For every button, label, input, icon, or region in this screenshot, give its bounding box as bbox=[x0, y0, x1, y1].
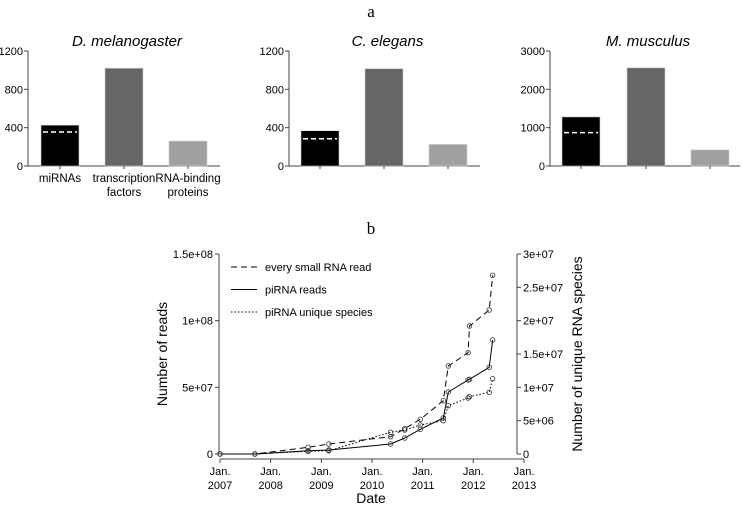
y-tick-label: 0 bbox=[278, 161, 284, 173]
y-tick-label: 1200 bbox=[0, 46, 23, 58]
y-tick-label: 0 bbox=[17, 161, 23, 173]
series-line-dotted bbox=[220, 378, 494, 455]
chart-title: D. melanogaster bbox=[72, 33, 183, 50]
category-label: RNA-binding bbox=[155, 173, 220, 185]
data-point bbox=[387, 429, 394, 436]
data-point bbox=[440, 397, 446, 404]
legend-label: piRNA unique species bbox=[265, 307, 373, 319]
bar-mirnas bbox=[300, 130, 340, 167]
data-point bbox=[486, 307, 492, 313]
bar-rna-binding-proteins bbox=[168, 140, 208, 167]
y-tick-label-right: 2.5e+07 bbox=[523, 282, 563, 294]
y-tick-label: 400 bbox=[266, 123, 284, 135]
data-point bbox=[217, 451, 223, 457]
y-tick-label: 400 bbox=[5, 123, 23, 135]
data-point bbox=[489, 375, 496, 382]
data-point bbox=[466, 323, 473, 329]
bar-rna-binding-proteins bbox=[690, 149, 730, 167]
data-point bbox=[326, 441, 332, 447]
x-axis-label: Date bbox=[356, 490, 386, 506]
x-tick-label: 2009 bbox=[309, 480, 333, 492]
data-point bbox=[402, 427, 408, 433]
y-tick-label: 0 bbox=[539, 161, 545, 173]
data-point bbox=[440, 417, 446, 424]
y-tick-label: 800 bbox=[266, 84, 284, 96]
x-tick-label: Jan. bbox=[362, 466, 383, 478]
data-point bbox=[417, 416, 423, 423]
data-point bbox=[305, 448, 311, 455]
series-line-dashed bbox=[220, 275, 494, 455]
data-point bbox=[466, 376, 473, 383]
y-tick-label-right: 5e+06 bbox=[523, 416, 554, 428]
x-tick-label: Jan. bbox=[210, 466, 231, 478]
y-tick-label-left: 1e+08 bbox=[182, 316, 213, 328]
y-tick-label: 1000 bbox=[521, 123, 545, 135]
panel-label-a: a bbox=[367, 2, 375, 21]
data-point bbox=[305, 444, 311, 451]
x-tick-label: 2008 bbox=[258, 480, 282, 492]
x-tick-label: 2013 bbox=[512, 480, 536, 492]
data-point bbox=[489, 272, 496, 279]
data-point bbox=[252, 451, 258, 457]
y-tick-label-left: 0 bbox=[207, 449, 213, 461]
y-tick-label: 800 bbox=[5, 84, 23, 96]
data-point bbox=[445, 363, 451, 369]
y-axis-label-right: Number of unique RNA species bbox=[569, 256, 585, 451]
series-line-solid bbox=[220, 339, 494, 455]
category-label: proteins bbox=[168, 187, 209, 199]
line-chart-reads: 0 5e+07 1e+08 1.5e+08 0 5e+06 1e+07 1.5e+07 2e+0… bbox=[154, 249, 585, 506]
data-point bbox=[402, 435, 408, 441]
data-point bbox=[445, 402, 451, 409]
bar-transcription-factors bbox=[364, 68, 404, 167]
x-tick-label: Jan. bbox=[311, 466, 332, 478]
data-point bbox=[387, 441, 394, 447]
y-tick-label: 3000 bbox=[521, 46, 545, 58]
x-tick-label: 2011 bbox=[411, 480, 435, 492]
category-label: miRNAs bbox=[39, 173, 81, 185]
bar-chart-d-melanogaster: D. melanogaster 0 400 800 1200 miRNAs transcri… bbox=[0, 33, 221, 199]
legend-label: piRNA reads bbox=[265, 285, 327, 297]
y-tick-label: 1200 bbox=[260, 46, 284, 58]
y-axis-label-left: Number of reads bbox=[154, 302, 170, 406]
bar-rna-binding-proteins bbox=[428, 144, 468, 167]
x-tick-label: 2010 bbox=[360, 480, 384, 492]
data-point bbox=[486, 364, 492, 371]
x-tick-label: Jan. bbox=[514, 466, 535, 478]
y-tick-label-left: 5e+07 bbox=[182, 382, 213, 394]
y-tick-label-right: 3e+07 bbox=[523, 249, 554, 261]
data-point bbox=[489, 337, 496, 343]
y-tick-label-right: 2e+07 bbox=[523, 316, 554, 328]
data-point bbox=[445, 389, 451, 395]
data-point bbox=[465, 395, 471, 401]
y-tick-label: 2000 bbox=[521, 84, 545, 96]
x-tick-label: 2012 bbox=[461, 480, 485, 492]
chart-title: C. elegans bbox=[352, 33, 424, 50]
bar-chart-m-musculus: M. musculus 0 1000 2000 3000 bbox=[521, 33, 740, 173]
y-tick-label-right: 1.5e+07 bbox=[523, 349, 563, 361]
x-tick-label: 2007 bbox=[208, 480, 232, 492]
data-point bbox=[326, 447, 332, 454]
data-point bbox=[466, 393, 473, 400]
bar-chart-c-elegans: C. elegans 0 400 800 1200 bbox=[260, 33, 480, 173]
x-tick-label: Jan. bbox=[260, 466, 281, 478]
bar-transcription-factors bbox=[626, 67, 666, 167]
x-tick-label: Jan. bbox=[463, 466, 484, 478]
legend-label: every small RNA read bbox=[265, 262, 371, 274]
category-label: factors bbox=[107, 187, 142, 199]
bar-mirnas bbox=[561, 116, 601, 167]
data-point bbox=[417, 422, 423, 428]
y-tick-label-right: 1e+07 bbox=[523, 382, 554, 394]
chart-title: M. musculus bbox=[606, 33, 691, 50]
data-point bbox=[465, 349, 471, 356]
x-tick-label: Jan. bbox=[412, 466, 433, 478]
category-label: transcription bbox=[93, 173, 156, 185]
y-tick-label-left: 1.5e+08 bbox=[173, 249, 213, 261]
panel-label-b: b bbox=[367, 219, 376, 238]
bar-transcription-factors bbox=[104, 67, 144, 167]
y-tick-label-right: 0 bbox=[523, 449, 529, 461]
data-point bbox=[486, 389, 492, 396]
